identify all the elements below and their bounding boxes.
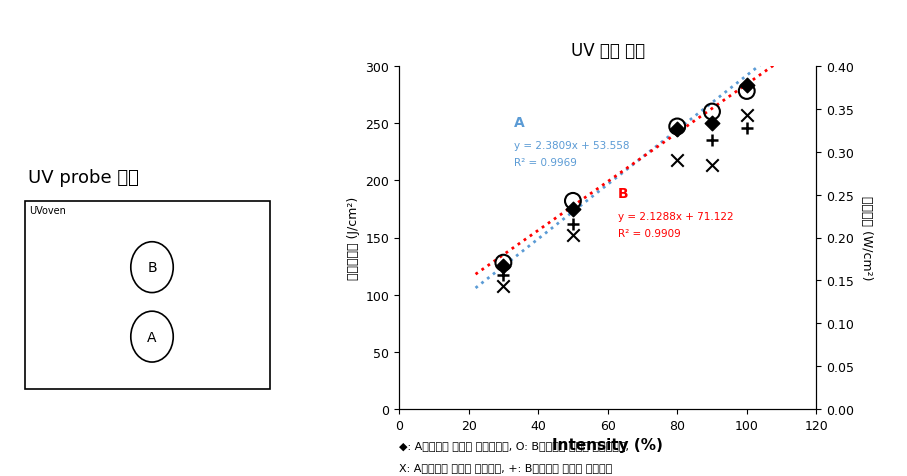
X-axis label: Intensity (%): Intensity (%) (552, 437, 663, 453)
Bar (24, 202, 269, 389)
Text: A: A (513, 116, 524, 129)
Point (566, 206, 580, 213)
Text: UVoven: UVoven (30, 206, 66, 216)
Text: R² = 0.9909: R² = 0.9909 (619, 229, 681, 239)
Point (496, 259, 511, 267)
Point (705, 161, 719, 169)
Point (705, 138, 719, 145)
Text: UV probe 위치: UV probe 위치 (28, 169, 139, 187)
Point (739, 82, 754, 90)
Text: B: B (147, 260, 157, 275)
Point (566, 232, 580, 239)
Point (670, 123, 685, 131)
Point (566, 220, 580, 228)
Point (739, 88, 754, 96)
Point (670, 127, 685, 135)
Text: A: A (147, 330, 157, 344)
Text: y = 2.1288x + 71.122: y = 2.1288x + 71.122 (619, 212, 734, 222)
Point (496, 283, 511, 291)
Point (670, 126, 685, 133)
Point (739, 112, 754, 119)
Point (566, 198, 580, 205)
Point (670, 157, 685, 165)
Point (739, 125, 754, 132)
Text: ◆: A위치에서 측정한 누적에너지, O: B위치에서 측정한 누적에너지,: ◆: A위치에서 측정한 누적에너지, O: B위치에서 측정한 누적에너지, (399, 440, 629, 450)
Title: UV 광량 측정: UV 광량 측정 (571, 41, 645, 60)
Y-axis label: 누적에너지 (J/cm²): 누적에너지 (J/cm²) (346, 197, 360, 279)
Point (496, 272, 511, 279)
Text: y = 2.3809x + 53.558: y = 2.3809x + 53.558 (513, 141, 629, 151)
Point (705, 120, 719, 128)
Text: X: A위치에서 측정한 최대강도, +: B위치에서 측정한 최대강도: X: A위치에서 측정한 최대강도, +: B위치에서 측정한 최대강도 (399, 462, 612, 472)
Y-axis label: 최대강도 (W/cm²): 최대강도 (W/cm²) (861, 196, 873, 280)
Point (496, 263, 511, 270)
Text: R² = 0.9969: R² = 0.9969 (513, 158, 577, 168)
Text: B: B (619, 186, 629, 200)
Point (705, 109, 719, 116)
